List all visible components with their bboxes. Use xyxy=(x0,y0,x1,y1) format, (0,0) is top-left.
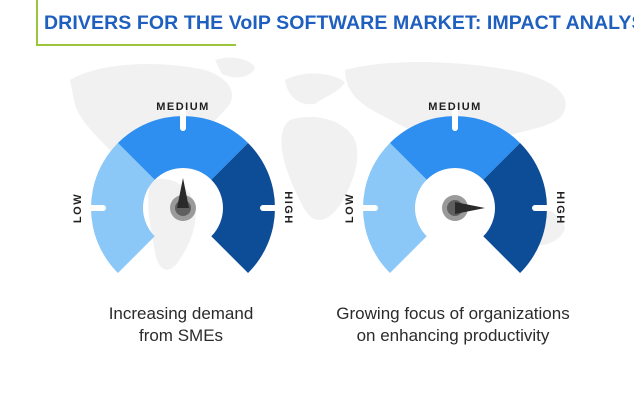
impact-gauge-sme-demand: MEDIUM LOW HIGH xyxy=(68,100,298,300)
gauge-segment-high xyxy=(483,142,547,274)
gauge-segment-medium xyxy=(389,116,521,180)
page-title: DRIVERS FOR THE VoIP SOFTWARE MARKET: IM… xyxy=(44,12,634,34)
caption-line: Increasing demand xyxy=(108,304,254,323)
caption-line: on enhancing productivity xyxy=(356,326,550,345)
impact-gauge-productivity-focus: MEDIUM LOW HIGH xyxy=(340,100,570,300)
gauge-needle xyxy=(455,202,485,214)
label-low: LOW xyxy=(344,193,356,223)
gauge-segment-medium xyxy=(117,116,249,180)
gauge-segment-low xyxy=(91,142,155,274)
label-medium: MEDIUM xyxy=(156,101,210,113)
header-accent-vertical-line xyxy=(36,0,38,46)
gauge-caption-productivity-focus: Growing focus of organizations on enhanc… xyxy=(303,303,603,347)
caption-line: Growing focus of organizations xyxy=(336,304,570,323)
label-medium: MEDIUM xyxy=(428,101,482,113)
gauge-segment-low xyxy=(363,142,427,274)
label-high: HIGH xyxy=(554,191,566,225)
caption-line: from SMEs xyxy=(138,326,224,345)
gauge-caption-sme-demand: Increasing demand from SMEs xyxy=(31,303,331,347)
header: DRIVERS FOR THE VoIP SOFTWARE MARKET: IM… xyxy=(0,0,634,52)
header-accent-horizontal-line xyxy=(36,44,236,46)
label-high: HIGH xyxy=(282,191,294,225)
gauge-segment-high xyxy=(211,142,275,274)
gauge-needle xyxy=(177,178,189,208)
label-low: LOW xyxy=(72,193,84,223)
